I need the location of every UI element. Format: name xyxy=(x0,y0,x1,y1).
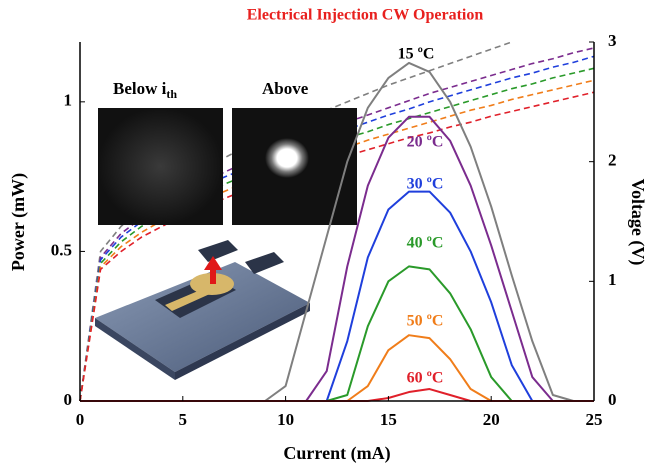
series-label: 20 ºC xyxy=(407,134,444,151)
y-tick-label: 0 xyxy=(64,390,73,409)
y2-tick-label: 0 xyxy=(608,390,617,409)
y2-tick-label: 2 xyxy=(608,151,617,170)
y-axis-label: Power (mW) xyxy=(8,173,29,271)
series-label: 40 ºC xyxy=(407,235,444,252)
emission-arrow xyxy=(204,256,222,270)
y2-axis-label: Voltage (V) xyxy=(627,179,648,266)
inset-spot xyxy=(265,138,309,178)
device-pad xyxy=(245,252,284,274)
device-substrate xyxy=(95,262,310,372)
insets: Below ith Above xyxy=(95,79,357,380)
series-label: 60 ºC xyxy=(407,370,444,387)
device-edge xyxy=(95,318,175,380)
x-tick-label: 0 xyxy=(76,410,85,429)
x-tick-label: 10 xyxy=(277,410,294,429)
device-pad xyxy=(198,240,238,262)
inset-label-text: Below i xyxy=(113,79,167,98)
chart-title: Electrical Injection CW Operation xyxy=(247,7,484,24)
x-axis-label: Current (mA) xyxy=(283,443,390,464)
series-label: 30 ºC xyxy=(407,176,444,193)
y2-tick-label: 3 xyxy=(608,31,617,50)
inset-image-below xyxy=(98,108,223,225)
inset-label: Above xyxy=(262,79,309,98)
inset-label: Below ith xyxy=(113,79,177,101)
series-label: 15 ºC xyxy=(398,46,435,63)
x-tick-label: 25 xyxy=(586,410,603,429)
device-contact xyxy=(165,288,212,311)
inset-label-sub: th xyxy=(166,87,177,101)
x-tick-label: 20 xyxy=(483,410,500,429)
emission-arrow xyxy=(210,268,216,284)
y-tick-label: 0.5 xyxy=(51,240,72,259)
y2-tick-label: 1 xyxy=(608,270,617,289)
series-label: 50 ºC xyxy=(407,313,444,330)
y-tick-label: 1 xyxy=(64,91,73,110)
x-tick-label: 15 xyxy=(380,410,397,429)
device-edge xyxy=(175,303,310,380)
x-tick-label: 5 xyxy=(179,410,188,429)
power-line xyxy=(80,388,594,402)
